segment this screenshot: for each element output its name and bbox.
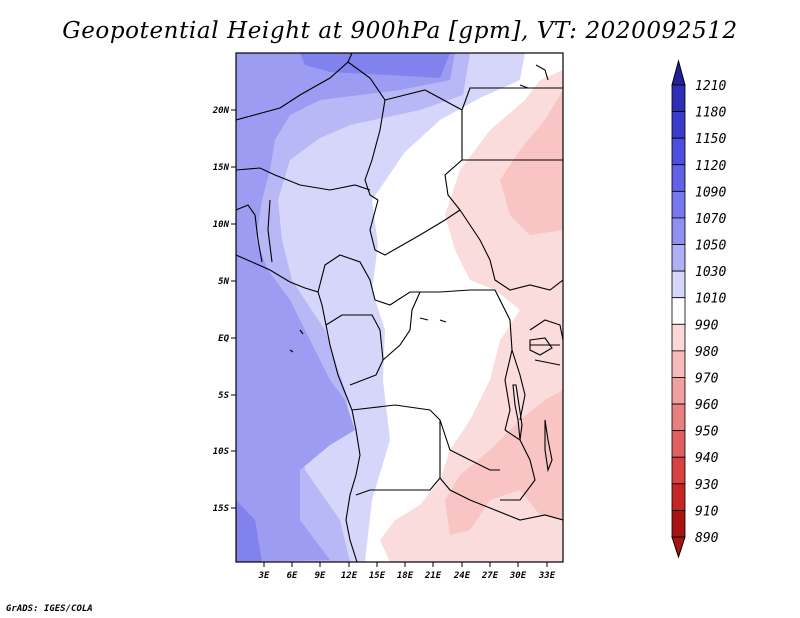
lat-axis xyxy=(231,109,236,509)
lake-victoria xyxy=(529,337,553,356)
colorbar: 1210 1180 1150 1120 1090 1070 1050 1030 1010 990 9… xyxy=(671,59,726,559)
colorbar-label: 1210 xyxy=(695,79,726,94)
lake-tanganyika xyxy=(512,384,523,441)
lat-label-20n: 20N xyxy=(212,106,230,116)
lat-labels: 20N 15N 10N 5N EQ 5S 10S 15S xyxy=(212,106,230,514)
lon-label-18e: 18E xyxy=(397,571,414,581)
lon-label-15e: 15E xyxy=(369,571,386,581)
colorbar-swatch xyxy=(671,190,686,219)
field-1050-band xyxy=(236,53,455,562)
colorbar-swatch xyxy=(671,244,686,272)
colorbar-label: 890 xyxy=(695,531,719,546)
colorbar-swatch xyxy=(671,510,686,538)
colorbar-swatch xyxy=(671,350,686,378)
lat-label-5n: 5N xyxy=(218,277,229,287)
colorbar-min-arrow xyxy=(671,536,686,559)
lat-label-15n: 15N xyxy=(213,163,230,173)
colorbar-label: 990 xyxy=(695,318,719,333)
map-title: Geopotential Height at 900hPa [gpm], VT:… xyxy=(62,18,738,44)
colorbar-label: 1120 xyxy=(695,159,726,174)
colorbar-swatch xyxy=(671,456,686,485)
height-field xyxy=(236,53,563,562)
lon-label-33e: 33E xyxy=(538,571,556,581)
colorbar-label: 940 xyxy=(695,451,719,466)
colorbar-label: 930 xyxy=(695,478,719,493)
border-north xyxy=(236,53,353,121)
lat-label-10s: 10S xyxy=(213,447,230,457)
colorbar-label: 970 xyxy=(695,371,719,386)
colorbar-swatch xyxy=(671,137,686,166)
colorbar-swatch xyxy=(671,483,686,511)
lon-label-6e: 6E xyxy=(287,571,298,581)
colorbar-swatch xyxy=(671,217,686,245)
colorbar-swatch xyxy=(671,164,686,192)
colorbar-swatch xyxy=(671,297,686,325)
lat-label-10n: 10N xyxy=(213,220,230,230)
lon-label-3e: 3E xyxy=(258,571,270,581)
lon-axis xyxy=(263,562,548,567)
field-980-band xyxy=(445,90,563,535)
lon-label-12e: 12E xyxy=(341,571,358,581)
colorbar-swatch xyxy=(671,430,686,458)
colorbar-label: 1010 xyxy=(695,292,726,307)
colorbar-label: 1070 xyxy=(695,212,726,227)
colorbar-label: 980 xyxy=(695,345,719,360)
colorbar-swatch xyxy=(671,84,686,112)
colorbar-label: 1030 xyxy=(695,265,726,280)
lon-label-21e: 21E xyxy=(424,571,442,581)
lat-label-15s: 15S xyxy=(213,504,230,514)
lon-label-9e: 9E xyxy=(315,571,326,581)
lon-label-24e: 24E xyxy=(453,571,471,581)
country-borders xyxy=(236,53,563,562)
map-frame xyxy=(235,52,564,563)
colorbar-label: 1150 xyxy=(695,132,726,147)
colorbar-swatch xyxy=(671,377,686,405)
colorbar-label: 910 xyxy=(695,504,719,519)
colorbar-label: 1090 xyxy=(695,185,726,200)
lat-label-eq: EQ xyxy=(218,334,229,344)
lake-malawi xyxy=(544,419,553,473)
lat-label-5s: 5S xyxy=(218,391,229,401)
colorbar-swatch xyxy=(671,403,686,432)
coastline xyxy=(236,254,361,562)
lon-label-27e: 27E xyxy=(481,571,499,581)
lon-label-30e: 30E xyxy=(509,571,527,581)
colorbar-swatch xyxy=(671,111,686,139)
grads-credit: GrADS: IGES/COLA xyxy=(6,604,93,614)
colorbar-label: 960 xyxy=(695,398,719,413)
colorbar-label: 950 xyxy=(695,425,719,440)
lon-labels: 3E 6E 9E 12E 15E 18E 21E 24E 27E 30E 33E xyxy=(258,571,556,581)
colorbar-swatch xyxy=(671,270,686,299)
colorbar-label: 1050 xyxy=(695,239,726,254)
colorbar-max-arrow xyxy=(671,59,686,86)
colorbar-swatch xyxy=(671,323,686,352)
colorbar-label: 1180 xyxy=(695,106,726,121)
